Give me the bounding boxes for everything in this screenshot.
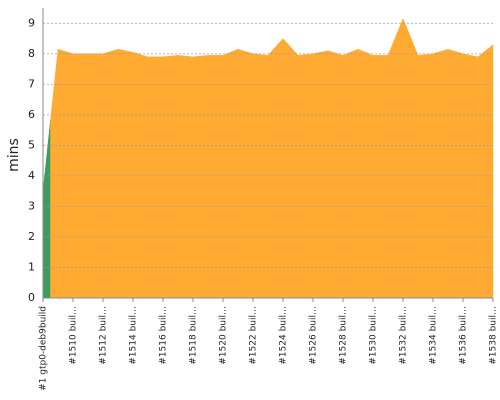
area-segment bbox=[125, 50, 141, 299]
area-segment bbox=[485, 44, 494, 299]
area-segment bbox=[140, 54, 156, 299]
area-segment bbox=[350, 48, 366, 299]
area-segment bbox=[110, 48, 126, 299]
area-segment bbox=[320, 50, 336, 299]
x-tick-label: #1518 buil… bbox=[189, 306, 199, 365]
area-segment bbox=[50, 48, 66, 299]
x-tick-label: #1530 buil… bbox=[369, 306, 379, 365]
x-tick-label: #1514 buil… bbox=[129, 306, 139, 365]
area-segment bbox=[305, 51, 321, 299]
x-tick-label: #1516 buil… bbox=[159, 306, 169, 365]
area-segment bbox=[455, 51, 471, 299]
x-tick-label: #1536 buil… bbox=[459, 306, 469, 365]
area-segment bbox=[380, 36, 396, 299]
y-tick-label: 1 bbox=[28, 260, 35, 273]
area-segment bbox=[230, 48, 246, 299]
area-segment bbox=[42, 120, 51, 299]
x-tick-label: #1512 buil… bbox=[99, 306, 109, 365]
x-tick-label: #1528 buil… bbox=[339, 306, 349, 365]
y-tick-label: 0 bbox=[28, 291, 35, 304]
area-segment bbox=[185, 55, 201, 299]
y-tick-label: 7 bbox=[28, 77, 35, 90]
x-tick-label: #1522 buil… bbox=[249, 306, 259, 365]
y-tick-label: 3 bbox=[28, 199, 35, 212]
x-tick-label: #1510 buil… bbox=[69, 306, 79, 365]
y-tick-label: 2 bbox=[28, 230, 35, 243]
area-segment bbox=[425, 51, 441, 299]
area-segment bbox=[335, 51, 351, 299]
y-tick-label: 5 bbox=[28, 138, 35, 151]
area-segment bbox=[155, 55, 171, 299]
area-segment bbox=[65, 51, 81, 299]
x-tick-label: #1534 buil… bbox=[429, 306, 439, 365]
area-segment bbox=[440, 48, 456, 299]
y-tick-label: 4 bbox=[28, 169, 35, 182]
x-tick-label: #1524 buil… bbox=[279, 306, 289, 365]
area-segment bbox=[245, 51, 261, 299]
x-tick-label: #1520 buil… bbox=[219, 306, 229, 365]
x-tick-label: #1538 buil… bbox=[489, 306, 499, 365]
area-segment bbox=[95, 51, 111, 299]
area-segment bbox=[215, 51, 231, 299]
y-axis-label: mins bbox=[6, 138, 22, 172]
y-tick-label: 6 bbox=[28, 108, 35, 121]
area-segment bbox=[470, 50, 486, 299]
area-segment bbox=[395, 18, 411, 299]
area-segment bbox=[410, 36, 426, 299]
y-tick-label: 8 bbox=[28, 47, 35, 60]
area-segment bbox=[275, 38, 291, 299]
area-segment bbox=[170, 55, 186, 299]
area-segment bbox=[200, 55, 216, 299]
y-tick-label: 9 bbox=[28, 16, 35, 29]
x-tick-label: #1532 buil… bbox=[399, 306, 409, 365]
x-tick-label: #1 gtp0-deb9build bbox=[39, 306, 49, 391]
area-segment bbox=[365, 51, 381, 299]
x-tick-label: #1526 buil… bbox=[309, 306, 319, 365]
